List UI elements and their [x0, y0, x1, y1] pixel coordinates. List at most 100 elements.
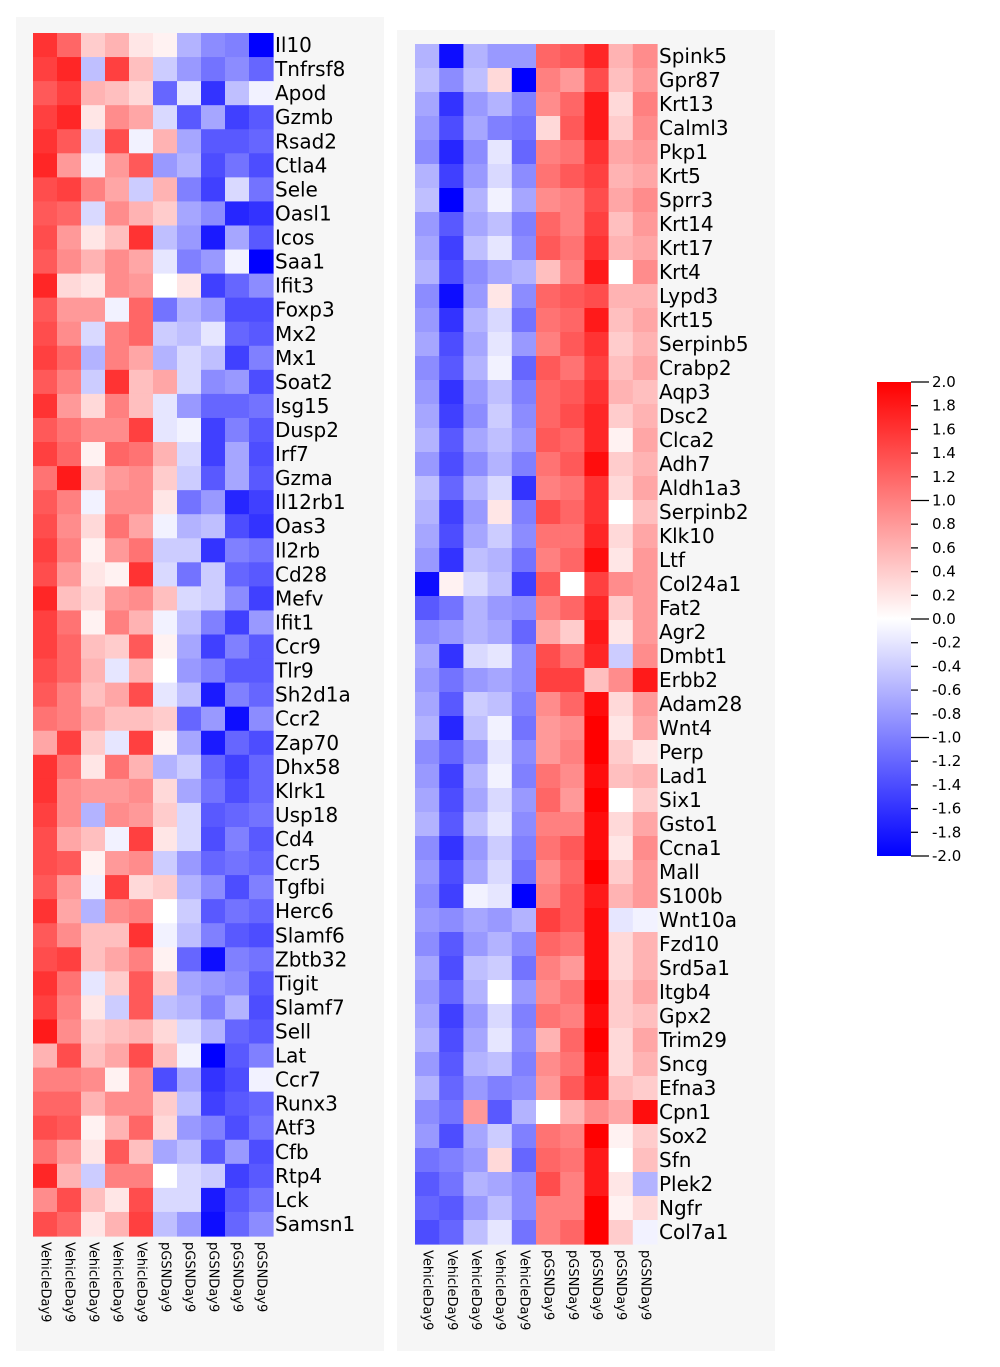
- right-cell-Fat2-4: [487, 596, 513, 621]
- right-row-label: Erbb2: [659, 668, 718, 692]
- left-row-label: Tigit: [274, 971, 318, 995]
- right-cell-Adam28-10: [632, 692, 658, 717]
- right-cell-Cpn1-8: [584, 1100, 610, 1125]
- left-cell-Zbtb32-2: [57, 947, 82, 972]
- right-cell-Adh7-8: [584, 452, 610, 477]
- left-cell-Il2rb-4: [105, 538, 130, 563]
- right-cell-Krt13-7: [560, 92, 585, 117]
- left-cell-Rsad2-5: [129, 129, 154, 154]
- right-cell-Serpinb2-5: [511, 500, 537, 525]
- left-cell-Ccr7-3: [81, 1067, 106, 1093]
- colorbar-tick-label: 1.8: [932, 397, 956, 415]
- left-row-label: Dusp2: [275, 418, 339, 442]
- right-cell-Pkp1-2: [439, 140, 464, 165]
- left-cell-Lat-4: [105, 1043, 130, 1069]
- left-cell-Mx1-6: [153, 345, 178, 371]
- left-cell-Sele-2: [57, 177, 82, 203]
- right-cell-Aqp3-10: [632, 380, 658, 405]
- left-cell-Ctla4-6: [153, 153, 178, 178]
- left-cell-Herc6-4: [105, 899, 130, 924]
- left-cell-Dusp2-9: [225, 417, 250, 443]
- left-cell-Mx2-3: [81, 321, 106, 347]
- left-cell-Gzma-9: [225, 466, 250, 491]
- left-column-label: VehicleDay9: [134, 1242, 149, 1322]
- right-cell-Krt13-2: [439, 92, 464, 117]
- right-cell-Sfn-6: [536, 1148, 561, 1173]
- right-cell-Klk10-10: [632, 524, 658, 549]
- right-cell-Krt5-5: [511, 164, 537, 189]
- left-row-label: Mx2: [275, 322, 317, 346]
- left-cell-Rsad2-8: [201, 129, 226, 154]
- right-cell-Krt14-8: [584, 212, 610, 237]
- left-cell-Il10-5: [129, 33, 154, 58]
- right-cell-Krt4-7: [560, 260, 585, 285]
- right-cell-Sprr3-9: [608, 188, 634, 213]
- right-cell-Aldh1a3-5: [511, 476, 537, 501]
- right-cell-S100b-9: [608, 884, 634, 909]
- left-cell-Mx2-10: [249, 321, 274, 347]
- left-cell-Sh2d1a-4: [105, 682, 130, 708]
- right-cell-Itgb4-9: [608, 980, 634, 1005]
- right-cell-Krt14-6: [536, 212, 561, 237]
- left-cell-Herc6-2: [57, 899, 82, 924]
- right-cell-Lypd3-9: [608, 284, 634, 309]
- right-cell-Krt13-1: [415, 92, 440, 117]
- left-cell-Tgfbi-4: [105, 875, 130, 900]
- right-cell-Clca2-10: [632, 428, 658, 453]
- left-cell-Oas3-8: [201, 514, 226, 539]
- left-cell-Saa1-2: [57, 249, 82, 275]
- left-cell-Ifit1-2: [57, 610, 82, 636]
- right-cell-Klk10-9: [608, 524, 634, 549]
- left-cell-Il2rb-5: [129, 538, 154, 563]
- right-cell-Dmbt1-1: [415, 644, 440, 669]
- left-row-label: Foxp3: [275, 298, 335, 322]
- right-cell-Srd5a1-7: [560, 956, 585, 981]
- right-cell-Krt4-2: [439, 260, 464, 285]
- right-cell-Aldh1a3-3: [463, 476, 489, 501]
- left-cell-Rtp4-9: [225, 1163, 250, 1189]
- left-cell-Mefv-10: [249, 586, 274, 612]
- left-cell-Usp18-2: [57, 802, 82, 828]
- colorbar-tick-label: 0.0: [932, 610, 956, 628]
- left-cell-Slamf6-10: [249, 923, 274, 948]
- right-column-label: pGSNDay9: [565, 1250, 580, 1320]
- right-cell-Calml3-8: [584, 116, 610, 141]
- left-cell-Oasl1-10: [249, 201, 274, 227]
- left-cell-Rtp4-6: [153, 1163, 178, 1189]
- right-cell-Ngfr-8: [584, 1196, 610, 1221]
- right-cell-Dmbt1-5: [511, 644, 537, 669]
- right-cell-Mall-1: [415, 860, 440, 885]
- left-cell-Il2rb-8: [201, 538, 226, 563]
- right-cell-Pkp1-4: [487, 140, 513, 165]
- right-cell-Dmbt1-2: [439, 644, 464, 669]
- left-cell-Ccr5-4: [105, 851, 130, 876]
- left-cell-Ifit3-8: [201, 273, 226, 299]
- left-cell-Sele-7: [177, 177, 202, 203]
- right-cell-Col7a1-2: [439, 1220, 464, 1245]
- right-cell-Mall-4: [487, 860, 513, 885]
- right-cell-Sprr3-5: [511, 188, 537, 213]
- right-cell-Klk10-5: [511, 524, 537, 549]
- right-row-label: Krt13: [659, 92, 714, 116]
- left-cell-Il2rb-3: [81, 538, 106, 563]
- left-cell-Klrk1-9: [225, 778, 250, 804]
- left-cell-Mx2-9: [225, 321, 250, 347]
- left-cell-Oasl1-5: [129, 201, 154, 227]
- left-cell-Cfb-4: [105, 1139, 130, 1165]
- right-cell-Krt4-6: [536, 260, 561, 285]
- right-cell-Wnt10a-1: [415, 908, 440, 933]
- right-cell-Krt5-6: [536, 164, 561, 189]
- right-cell-Fzd10-5: [511, 932, 537, 957]
- left-cell-Usp18-5: [129, 802, 154, 828]
- right-cell-Efna3-6: [536, 1076, 561, 1101]
- left-cell-Oasl1-7: [177, 201, 202, 227]
- left-cell-Ccr5-1: [33, 851, 58, 876]
- right-cell-Sox2-6: [536, 1124, 561, 1149]
- left-cell-Klrk1-5: [129, 778, 154, 804]
- left-cell-Samsn1-10: [249, 1211, 274, 1237]
- left-row-label: Mefv: [275, 586, 324, 610]
- right-row-label: Lad1: [659, 764, 708, 788]
- left-row-label: Ccr2: [275, 707, 321, 731]
- right-cell-Wnt4-3: [463, 716, 489, 741]
